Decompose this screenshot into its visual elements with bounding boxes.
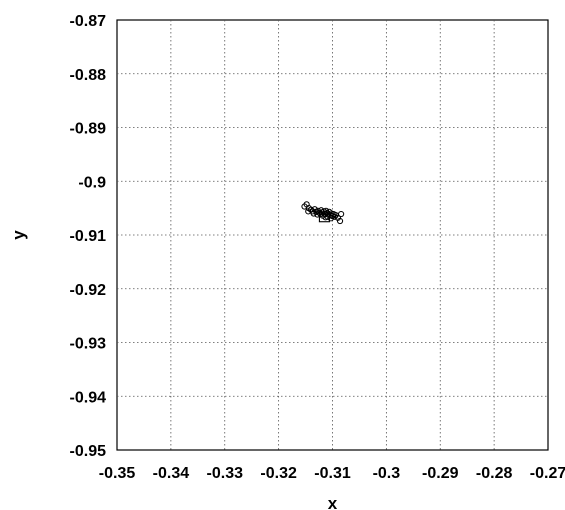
x-tick-label: -0.3 <box>373 465 401 482</box>
x-tick-label: -0.34 <box>153 465 190 482</box>
y-tick-label: -0.9 <box>78 174 106 191</box>
x-tick-label: -0.29 <box>422 465 459 482</box>
plot-area <box>116 19 549 451</box>
data-points <box>301 201 345 225</box>
y-axis-label: y <box>9 230 28 240</box>
data-point <box>327 215 334 222</box>
x-tick-label: -0.28 <box>476 465 513 482</box>
y-tick-label: -0.89 <box>70 121 107 138</box>
x-tick-label: -0.35 <box>99 465 136 482</box>
y-tick-label: -0.95 <box>70 443 107 460</box>
y-tick-label: -0.92 <box>70 282 107 299</box>
tick-labels: -0.35 -0.34 -0.33 -0.32 -0.31 -0.3 -0.29 -0.28-… <box>70 13 565 482</box>
data-point-square <box>318 211 330 223</box>
data-point <box>331 213 338 220</box>
x-tick-label: -0.27 <box>530 465 565 482</box>
x-axis-label: x <box>328 494 338 510</box>
y-tick-label: -0.88 <box>70 67 107 84</box>
x-tick-label: -0.32 <box>260 465 297 482</box>
data-point <box>336 217 344 225</box>
x-tick-label: -0.33 <box>207 465 244 482</box>
y-tick-label: -0.91 <box>70 228 107 245</box>
y-tick-label: -0.87 <box>70 13 107 30</box>
y-tick-label: -0.94 <box>70 389 107 406</box>
y-tick-label: -0.93 <box>70 336 107 353</box>
data-point <box>338 210 345 218</box>
x-tick-label: -0.31 <box>314 465 351 482</box>
data-point <box>310 210 317 217</box>
data-point <box>305 208 312 215</box>
